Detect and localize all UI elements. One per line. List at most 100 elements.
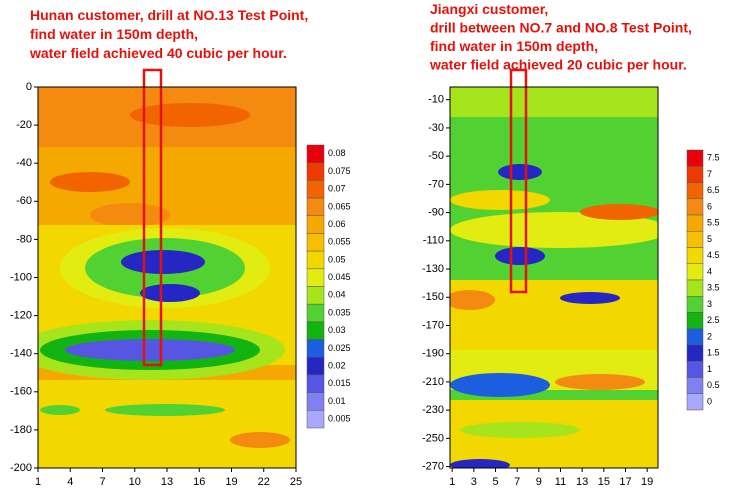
colorbar-swatch <box>686 263 704 281</box>
colorbar-label: 2 <box>707 331 712 341</box>
colorbar-label: 1 <box>707 364 712 374</box>
y-tick-label: -270 <box>422 460 444 472</box>
colorbar-label: 4 <box>707 266 712 276</box>
y-tick-label: -120 <box>10 310 32 322</box>
colorbar-swatch <box>306 233 325 252</box>
y-tick-label: -70 <box>428 178 444 190</box>
contour-field <box>38 87 296 468</box>
colorbar-label: 3.5 <box>707 283 720 293</box>
x-tick-label: 17 <box>619 476 631 488</box>
colorbar-swatch <box>306 357 325 376</box>
colorbar-swatch <box>306 303 325 323</box>
colorbar-label: 0.03 <box>328 325 346 335</box>
colorbar-label: 0.025 <box>328 343 351 353</box>
colorbar-label: 0.05 <box>328 254 346 264</box>
colorbar-label: 0.06 <box>328 219 346 229</box>
y-tick-label: -160 <box>10 386 32 398</box>
y-tick-label: -60 <box>16 195 32 207</box>
colorbar-swatch <box>686 247 704 264</box>
colorbar-label: 0.04 <box>328 290 346 300</box>
colorbar-swatch <box>686 166 704 183</box>
colorbar-label: 6.5 <box>707 185 720 195</box>
colorbar-swatch <box>686 149 704 167</box>
colorbar-swatch <box>686 361 704 378</box>
y-tick-label: -50 <box>428 150 444 162</box>
colorbar-label: 0.01 <box>328 396 346 406</box>
colorbar-label: 0.07 <box>328 184 346 194</box>
y-tick-label: -140 <box>10 348 32 360</box>
colorbar-label: 2.5 <box>707 315 720 325</box>
colorbar-label: 0.035 <box>328 307 351 317</box>
colorbar-label: 3 <box>707 299 712 309</box>
colorbar-swatch <box>306 321 325 340</box>
colorbar-label: 0.5 <box>707 380 720 390</box>
colorbar-label: 0.075 <box>328 166 351 176</box>
x-tick-label: 13 <box>161 476 173 488</box>
x-tick-label: 4 <box>67 476 73 488</box>
y-tick-label: -40 <box>16 157 32 169</box>
x-tick-label: 13 <box>576 476 588 488</box>
x-tick-label: 7 <box>99 476 105 488</box>
colorbar-label: 6 <box>707 201 712 211</box>
colorbar-swatch <box>686 344 704 362</box>
colorbar-swatch <box>306 197 325 216</box>
caption-line: find water in 150m depth, <box>30 26 198 42</box>
colorbar-label: 0.005 <box>328 414 351 424</box>
caption-line: Jiangxi customer, <box>430 1 548 17</box>
colorbar-swatch <box>306 180 325 199</box>
y-tick-label: -200 <box>10 462 32 474</box>
y-tick-label: 0 <box>26 81 32 93</box>
y-tick-label: -190 <box>422 348 444 360</box>
y-tick-label: -80 <box>16 233 32 245</box>
caption-line: Hunan customer, drill at NO.13 Test Poin… <box>30 7 308 23</box>
colorbar-swatch <box>306 144 325 163</box>
y-tick-label: -10 <box>428 94 444 106</box>
x-tick-label: 9 <box>536 476 542 488</box>
colorbar-label: 0.055 <box>328 237 351 247</box>
drill-marker <box>142 68 163 367</box>
colorbar-swatch <box>686 312 704 329</box>
x-tick-label: 16 <box>193 476 205 488</box>
colorbar-label: 0.02 <box>328 360 346 370</box>
colorbar-label: 0.08 <box>328 148 346 158</box>
colorbar-label: 7 <box>707 169 712 179</box>
colorbar-label: 1.5 <box>707 348 720 358</box>
y-tick-label: -230 <box>422 404 444 416</box>
colorbar-swatch <box>686 231 704 248</box>
y-tick-label: -150 <box>422 291 444 303</box>
colorbar-swatch <box>686 279 704 297</box>
x-tick-label: 10 <box>129 476 141 488</box>
y-tick-label: -170 <box>422 319 444 331</box>
colorbar-swatch <box>306 374 325 393</box>
colorbar-label: 0.045 <box>328 272 351 282</box>
caption-line: water field achieved 20 cubic per hour. <box>429 57 687 73</box>
x-tick-label: 7 <box>514 476 520 488</box>
colorbar-label: 0.015 <box>328 378 351 388</box>
x-tick-label: 11 <box>555 476 566 488</box>
colorbar-label: 7.5 <box>707 153 720 163</box>
colorbar-swatch <box>686 182 704 199</box>
colorbar-swatch <box>686 393 704 411</box>
y-tick-label: -20 <box>16 119 32 131</box>
x-tick-label: 1 <box>35 476 41 488</box>
contour-field <box>450 87 658 468</box>
colorbar-swatch <box>306 410 325 429</box>
y-tick-label: -110 <box>423 235 444 247</box>
y-tick-label: -30 <box>428 122 444 134</box>
colorbar-label: 5.5 <box>707 218 720 228</box>
y-tick-label: -90 <box>428 206 444 218</box>
y-tick-label: -130 <box>422 263 444 275</box>
y-tick-label: -210 <box>422 376 444 388</box>
colorbar-label: 4.5 <box>707 250 720 260</box>
x-tick-label: 3 <box>471 476 477 488</box>
colorbar-swatch <box>306 250 325 270</box>
colorbar-swatch <box>306 392 325 411</box>
x-tick-label: 25 <box>290 476 302 488</box>
caption-line: drill between NO.7 and NO.8 Test Point, <box>430 20 692 36</box>
drill-marker <box>509 68 528 294</box>
x-tick-label: 19 <box>225 476 237 488</box>
y-tick-label: -100 <box>10 271 32 283</box>
colorbar-label: 0 <box>707 396 712 406</box>
colorbar-swatch <box>686 328 704 346</box>
